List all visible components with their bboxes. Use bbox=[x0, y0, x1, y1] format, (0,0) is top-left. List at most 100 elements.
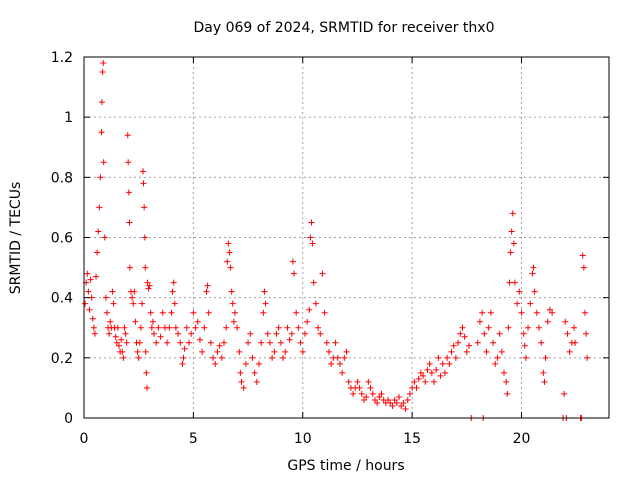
data-point bbox=[511, 279, 518, 286]
data-point bbox=[100, 159, 107, 166]
data-point bbox=[98, 99, 105, 106]
data-point bbox=[463, 348, 470, 355]
data-point bbox=[354, 378, 361, 385]
data-point bbox=[126, 264, 133, 271]
data-point bbox=[125, 189, 132, 196]
data-point bbox=[253, 378, 260, 385]
data-point bbox=[221, 339, 227, 346]
data-point bbox=[124, 132, 131, 139]
data-point bbox=[89, 315, 96, 322]
data-point bbox=[212, 360, 219, 367]
data-point bbox=[224, 258, 231, 265]
data-points bbox=[82, 60, 591, 421]
data-point bbox=[343, 348, 350, 355]
data-point bbox=[157, 333, 164, 340]
data-point bbox=[396, 393, 402, 400]
data-point bbox=[138, 300, 145, 307]
data-point bbox=[530, 264, 537, 271]
data-point bbox=[531, 288, 538, 295]
data-point bbox=[428, 369, 435, 376]
data-point bbox=[228, 288, 235, 295]
data-point bbox=[505, 324, 512, 331]
data-point bbox=[514, 300, 521, 307]
data-point bbox=[579, 252, 586, 259]
data-point bbox=[358, 390, 365, 397]
data-point bbox=[251, 369, 258, 376]
data-point bbox=[102, 294, 109, 301]
data-point bbox=[457, 330, 464, 337]
data-point bbox=[455, 339, 462, 346]
data-point bbox=[391, 396, 398, 403]
data-point bbox=[155, 324, 162, 331]
data-point bbox=[492, 360, 499, 367]
data-point bbox=[280, 354, 287, 361]
data-point bbox=[236, 348, 243, 355]
data-point bbox=[113, 339, 120, 346]
y-axis-label: SRMTID / TECUs bbox=[8, 182, 24, 295]
data-point bbox=[564, 330, 571, 337]
data-point bbox=[258, 339, 265, 346]
data-point bbox=[135, 354, 142, 361]
data-point bbox=[129, 294, 136, 301]
data-point bbox=[284, 324, 291, 331]
data-point bbox=[188, 330, 195, 337]
data-point bbox=[240, 384, 247, 391]
data-point bbox=[389, 402, 396, 409]
data-point bbox=[84, 270, 91, 277]
data-point bbox=[371, 396, 378, 403]
data-point bbox=[171, 300, 178, 307]
data-point bbox=[175, 330, 182, 337]
data-point bbox=[107, 318, 114, 325]
data-point bbox=[341, 354, 348, 361]
data-point bbox=[151, 330, 157, 337]
data-point bbox=[404, 396, 411, 403]
data-point bbox=[297, 339, 304, 346]
data-point bbox=[234, 324, 241, 331]
data-point bbox=[420, 372, 427, 379]
data-point bbox=[441, 369, 448, 376]
data-point bbox=[527, 300, 534, 307]
data-point bbox=[345, 378, 352, 385]
data-point bbox=[141, 234, 148, 241]
data-point bbox=[183, 324, 190, 331]
data-point bbox=[149, 318, 156, 325]
data-point bbox=[444, 354, 451, 361]
data-point bbox=[172, 324, 179, 331]
data-point bbox=[529, 270, 536, 277]
data-point bbox=[159, 309, 166, 316]
data-point bbox=[289, 258, 296, 265]
data-point bbox=[487, 309, 494, 316]
data-point bbox=[238, 378, 245, 385]
data-point bbox=[277, 339, 284, 346]
data-point bbox=[205, 309, 212, 316]
data-point bbox=[168, 309, 175, 316]
data-point bbox=[237, 369, 244, 376]
data-point bbox=[522, 354, 529, 361]
data-point bbox=[214, 348, 221, 355]
data-point bbox=[181, 345, 188, 352]
data-point bbox=[317, 330, 324, 337]
data-point bbox=[439, 360, 446, 367]
data-point bbox=[339, 369, 346, 376]
data-point bbox=[203, 288, 210, 295]
data-point bbox=[288, 330, 295, 337]
data-point bbox=[583, 330, 590, 337]
data-point bbox=[424, 366, 431, 373]
data-point bbox=[549, 309, 556, 316]
data-point bbox=[249, 354, 256, 361]
data-point bbox=[509, 210, 516, 217]
data-point bbox=[210, 354, 217, 361]
y-tick-label: 0.8 bbox=[51, 170, 73, 186]
data-point bbox=[85, 288, 92, 295]
data-point bbox=[422, 378, 429, 385]
data-point bbox=[507, 249, 514, 256]
data-point bbox=[204, 282, 211, 289]
data-point bbox=[227, 264, 234, 271]
data-point bbox=[350, 390, 357, 397]
data-point bbox=[269, 354, 276, 361]
data-point bbox=[95, 228, 102, 235]
data-point bbox=[411, 378, 418, 385]
data-point bbox=[144, 384, 150, 391]
data-point bbox=[481, 330, 488, 337]
